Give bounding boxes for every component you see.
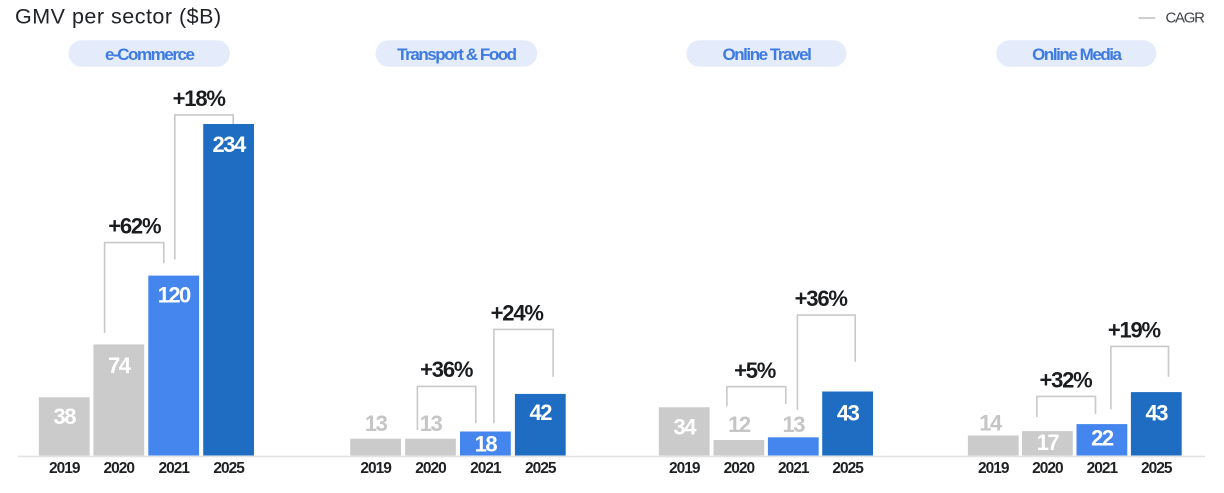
svg-text:2025: 2025 — [1141, 460, 1173, 477]
svg-text:+36%: +36% — [795, 286, 848, 311]
svg-text:2020: 2020 — [1032, 460, 1063, 477]
svg-text:2019: 2019 — [978, 460, 1010, 477]
svg-text:13: 13 — [365, 411, 388, 436]
svg-text:2020: 2020 — [415, 460, 446, 477]
svg-text:234: 234 — [212, 132, 246, 157]
svg-text:Online Travel: Online Travel — [722, 45, 811, 64]
svg-text:34: 34 — [673, 415, 697, 440]
svg-text:2025: 2025 — [213, 460, 245, 477]
svg-text:2021: 2021 — [470, 460, 502, 477]
svg-text:74: 74 — [108, 353, 132, 378]
svg-text:38: 38 — [53, 404, 76, 429]
svg-text:+19%: +19% — [1108, 318, 1161, 343]
svg-text:e-Commerce: e-Commerce — [105, 45, 194, 64]
svg-text:12: 12 — [728, 412, 751, 437]
svg-text:2019: 2019 — [360, 460, 392, 477]
svg-text:2021: 2021 — [778, 460, 810, 477]
svg-text:120: 120 — [158, 283, 191, 308]
svg-text:2025: 2025 — [525, 460, 557, 477]
svg-text:14: 14 — [979, 411, 1003, 436]
svg-text:+36%: +36% — [420, 357, 473, 382]
svg-text:+32%: +32% — [1039, 367, 1092, 392]
svg-text:43: 43 — [1146, 400, 1169, 425]
svg-text:+5%: +5% — [734, 358, 776, 383]
svg-text:17: 17 — [1037, 430, 1060, 455]
svg-text:+18%: +18% — [173, 86, 226, 111]
svg-text:+62%: +62% — [108, 213, 161, 238]
svg-text:43: 43 — [837, 401, 860, 426]
svg-text:2025: 2025 — [832, 460, 864, 477]
svg-text:2021: 2021 — [158, 460, 190, 477]
svg-text:GMV per sector ($B): GMV per sector ($B) — [15, 4, 222, 28]
svg-text:2021: 2021 — [1087, 460, 1119, 477]
svg-text:13: 13 — [420, 411, 443, 436]
svg-text:2020: 2020 — [724, 460, 755, 477]
svg-text:2019: 2019 — [49, 460, 81, 477]
svg-text:13: 13 — [783, 412, 806, 437]
svg-text:18: 18 — [475, 432, 498, 457]
svg-text:2020: 2020 — [104, 460, 135, 477]
svg-text:CAGR: CAGR — [1166, 10, 1206, 27]
svg-text:+24%: +24% — [491, 301, 544, 326]
svg-text:Transport & Food: Transport & Food — [397, 45, 517, 64]
svg-text:42: 42 — [530, 400, 553, 425]
svg-text:2019: 2019 — [669, 460, 701, 477]
svg-text:Online Media: Online Media — [1032, 45, 1122, 64]
svg-text:22: 22 — [1091, 426, 1114, 451]
